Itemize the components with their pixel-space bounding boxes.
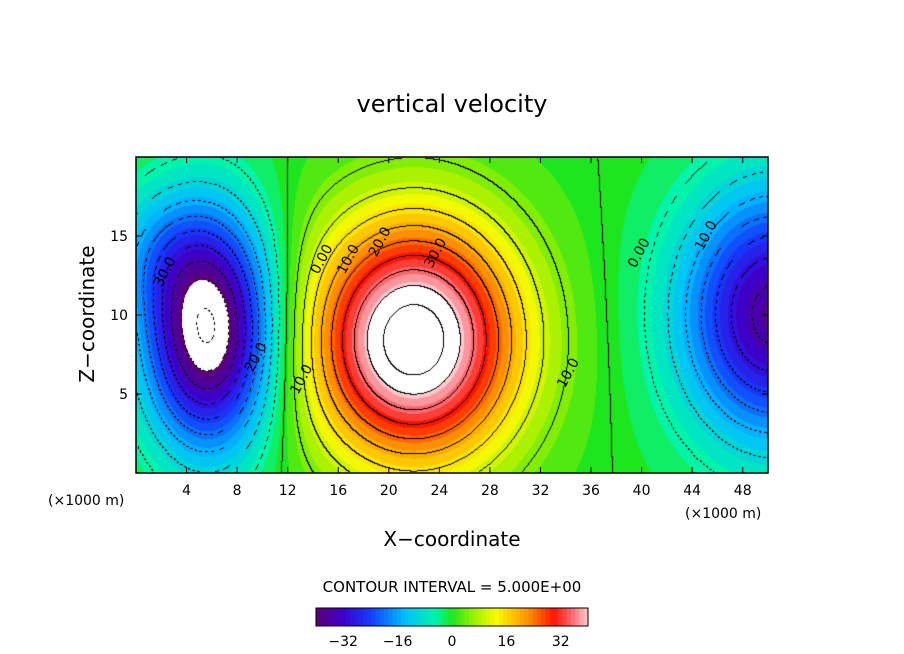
x-tick-label: 48 (734, 483, 752, 499)
colorbar-swatch (520, 608, 525, 626)
x-unit-label-right: (×1000 m) (685, 506, 761, 522)
colorbar-swatch (575, 608, 580, 626)
colorbar-swatch (320, 608, 325, 626)
x-tick-label: 8 (233, 483, 242, 499)
colorbar-swatch (422, 608, 427, 626)
colorbar-swatch (341, 608, 347, 626)
colorbar-swatch (426, 608, 432, 626)
colorbar-swatch (418, 608, 423, 626)
colorbar-swatch (486, 608, 491, 626)
colorbar-swatch (481, 608, 487, 626)
x-unit-label-left: (×1000 m) (48, 493, 124, 509)
colorbar-swatch (452, 608, 457, 626)
colorbar-tick-label: −16 (383, 634, 413, 650)
x-tick-label: 32 (532, 483, 550, 499)
y-tick-label: 5 (119, 387, 128, 403)
colorbar-swatch (354, 608, 359, 626)
colorbar-swatch (583, 608, 589, 626)
x-tick-label: 20 (380, 483, 398, 499)
colorbar-tick-label: 0 (448, 634, 457, 650)
colorbar-swatch (435, 608, 440, 626)
x-tick-label: 24 (430, 483, 448, 499)
colorbar-swatch (384, 608, 389, 626)
y-axis-label: Z−coordinate (75, 245, 99, 382)
colorbar-swatch (490, 608, 495, 626)
colorbar-swatch (443, 608, 449, 626)
colorbar-swatch (430, 608, 436, 626)
chart-title: vertical velocity (357, 90, 548, 118)
colorbar: −32 −16 0 16 32 (315, 607, 589, 650)
colorbar-swatch (371, 608, 376, 626)
x-tick-label: 40 (633, 483, 651, 499)
colorbar-swatch (494, 608, 500, 626)
colorbar-swatch (396, 608, 402, 626)
colorbar-swatch (362, 608, 368, 626)
colorbar-swatch (324, 608, 330, 626)
x-tick-label: 44 (683, 483, 701, 499)
x-tick-label: 28 (481, 483, 499, 499)
y-axis-ticks: 5 10 15 (110, 229, 768, 403)
colorbar-swatch (345, 608, 351, 626)
colorbar-swatch (460, 608, 466, 626)
colorbar-swatch (532, 608, 538, 626)
colorbar-swatch (464, 608, 470, 626)
colorbar-swatch (558, 608, 563, 626)
colorbar-tick-label: −32 (328, 634, 358, 650)
colorbar-swatch (469, 608, 474, 626)
colorbar-swatch (571, 608, 576, 626)
colorbar-swatch (337, 608, 342, 626)
colorbar-swatch (566, 608, 572, 626)
colorbar-swatch (375, 608, 381, 626)
velocity-field-image (136, 157, 768, 473)
x-axis-label: X−coordinate (383, 527, 520, 551)
colorbar-swatch (477, 608, 483, 626)
colorbar-swatch (405, 608, 410, 626)
x-axis-ticks: 4 8 12 16 20 24 28 32 36 40 44 48 (182, 157, 752, 499)
colorbar-swatch (579, 608, 585, 626)
colorbar-swatch (528, 608, 534, 626)
colorbar-swatch (413, 608, 419, 626)
colorbar-swatch (439, 608, 444, 626)
colorbar-swatch (358, 608, 364, 626)
colorbar-tick-label: 32 (552, 634, 570, 650)
x-tick-label: 4 (182, 483, 191, 499)
colorbar-swatch (447, 608, 453, 626)
colorbar-swatch (409, 608, 415, 626)
colorbar-swatch (524, 608, 529, 626)
colorbar-swatch (456, 608, 461, 626)
colorbar-swatch (401, 608, 406, 626)
colorbar-swatch (503, 608, 508, 626)
colorbar-swatch (388, 608, 393, 626)
colorbar-swatch (328, 608, 334, 626)
x-tick-label: 36 (582, 483, 600, 499)
contour-interval-text: CONTOUR INTERVAL = 5.000E+00 (323, 578, 582, 596)
colorbar-swatch (554, 608, 559, 626)
colorbar-swatch (562, 608, 568, 626)
colorbar-swatch (379, 608, 385, 626)
colorbar-tick-label: 16 (497, 634, 515, 650)
colorbar-swatch (545, 608, 551, 626)
y-tick-label: 10 (110, 308, 128, 324)
colorbar-swatch (541, 608, 546, 626)
x-tick-label: 12 (279, 483, 297, 499)
x-tick-label: 16 (329, 483, 347, 499)
colorbar-swatch (333, 608, 338, 626)
y-tick-label: 15 (110, 229, 128, 245)
colorbar-swatch (537, 608, 542, 626)
colorbar-swatch (350, 608, 355, 626)
colorbar-swatch (515, 608, 521, 626)
colorbar-swatch (473, 608, 478, 626)
colorbar-swatch (507, 608, 512, 626)
colorbar-swatch (316, 608, 321, 626)
colorbar-frame (315, 607, 589, 627)
colorbar-swatch (511, 608, 517, 626)
colorbar-swatch (392, 608, 398, 626)
colorbar-swatch (498, 608, 504, 626)
colorbar-swatch (549, 608, 555, 626)
colorbar-swatch (367, 608, 372, 626)
